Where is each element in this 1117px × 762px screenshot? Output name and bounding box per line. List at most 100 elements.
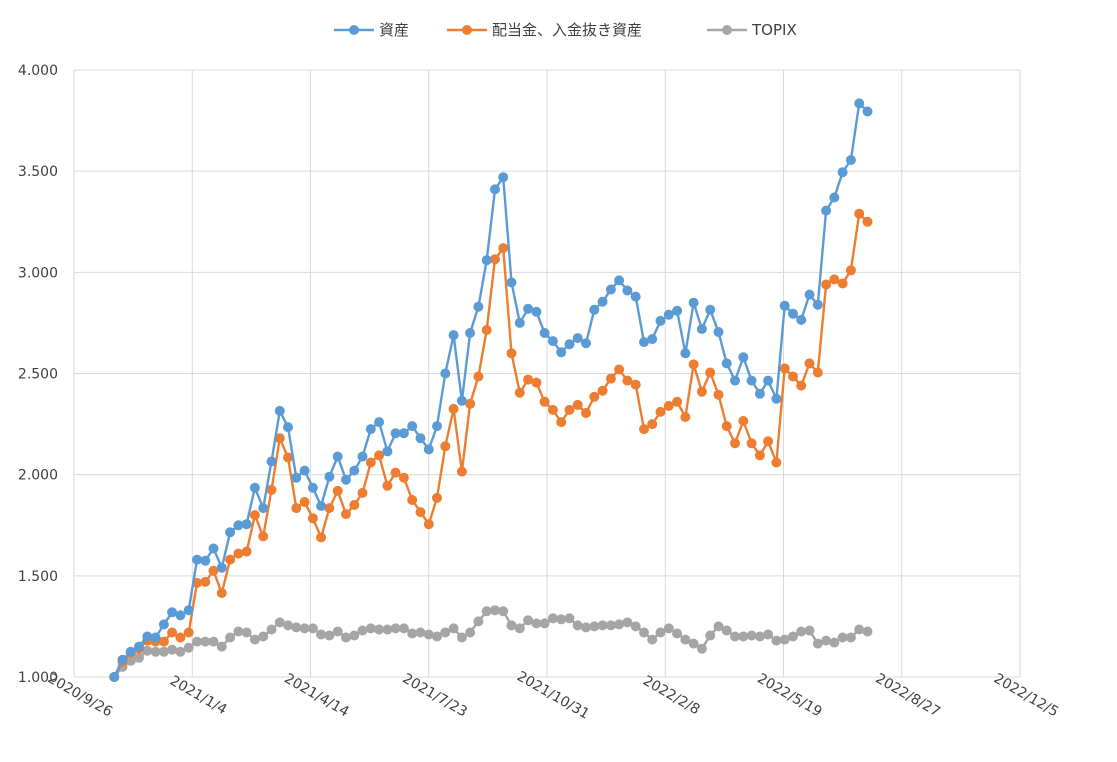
data-point bbox=[324, 503, 335, 514]
data-point bbox=[564, 404, 575, 415]
data-point bbox=[258, 503, 269, 514]
data-point bbox=[523, 615, 534, 626]
x-tick-label: 2022/12/5 bbox=[991, 671, 1061, 721]
data-point bbox=[754, 388, 765, 399]
data-point bbox=[721, 421, 732, 432]
data-point bbox=[539, 396, 550, 407]
data-point bbox=[332, 451, 343, 462]
data-point bbox=[423, 629, 434, 640]
series-2 bbox=[109, 605, 873, 682]
data-point bbox=[680, 634, 691, 645]
data-point bbox=[249, 634, 260, 645]
data-point bbox=[696, 324, 707, 334]
data-point bbox=[630, 621, 641, 632]
data-point bbox=[225, 527, 236, 538]
data-point bbox=[821, 279, 832, 290]
data-point bbox=[332, 485, 343, 496]
legend-entry: 資産 bbox=[334, 21, 409, 39]
data-point bbox=[274, 405, 285, 416]
data-point bbox=[589, 621, 600, 632]
data-point bbox=[696, 643, 707, 654]
data-point bbox=[274, 433, 285, 444]
data-point bbox=[324, 471, 335, 482]
data-point bbox=[357, 625, 368, 636]
data-point bbox=[216, 641, 227, 652]
data-point bbox=[241, 627, 252, 638]
data-point bbox=[804, 625, 815, 636]
data-point bbox=[655, 315, 666, 326]
data-point bbox=[490, 254, 500, 265]
data-point bbox=[374, 417, 385, 428]
data-point bbox=[332, 626, 343, 637]
data-point bbox=[341, 509, 351, 520]
data-point bbox=[183, 605, 194, 616]
data-point bbox=[142, 631, 153, 642]
data-point bbox=[738, 631, 749, 642]
data-point bbox=[523, 303, 534, 314]
data-point bbox=[241, 546, 252, 557]
data-point bbox=[572, 620, 583, 631]
data-point bbox=[150, 646, 161, 657]
data-point bbox=[117, 654, 128, 665]
data-point bbox=[763, 375, 774, 386]
data-point bbox=[498, 606, 509, 617]
data-point bbox=[837, 278, 848, 289]
data-point bbox=[854, 208, 865, 219]
data-point bbox=[506, 277, 517, 288]
y-tick-label: 2.500 bbox=[18, 367, 58, 383]
data-point bbox=[481, 325, 492, 335]
x-tick-label: 2021/4/14 bbox=[281, 671, 351, 721]
data-point bbox=[249, 482, 260, 493]
data-point bbox=[812, 367, 823, 378]
data-point bbox=[183, 627, 194, 638]
y-axis-tick-labels: 1.000 1.500 2.000 2.500 3.000 3.500 4.000 bbox=[18, 63, 58, 686]
data-point bbox=[547, 613, 558, 624]
data-point bbox=[382, 446, 393, 457]
legend-marker bbox=[349, 25, 359, 35]
data-point bbox=[216, 562, 227, 573]
data-point bbox=[390, 623, 401, 634]
data-point bbox=[407, 495, 418, 505]
data-point bbox=[788, 308, 798, 319]
data-point bbox=[183, 642, 194, 653]
y-tick-label: 1.000 bbox=[18, 670, 58, 686]
data-point bbox=[415, 627, 426, 638]
data-point bbox=[771, 635, 782, 646]
data-point bbox=[423, 444, 434, 455]
data-point bbox=[208, 636, 219, 647]
data-point bbox=[225, 632, 236, 643]
data-point bbox=[357, 487, 368, 498]
data-point bbox=[109, 672, 120, 682]
data-point bbox=[547, 336, 558, 347]
data-point bbox=[556, 417, 567, 428]
data-point bbox=[341, 474, 351, 485]
data-point bbox=[812, 638, 823, 649]
data-point bbox=[192, 636, 202, 647]
data-point bbox=[854, 98, 865, 109]
data-point bbox=[514, 387, 525, 398]
data-point bbox=[365, 623, 376, 634]
data-point bbox=[473, 616, 484, 627]
data-point bbox=[663, 309, 674, 320]
data-point bbox=[341, 632, 351, 643]
data-point bbox=[688, 297, 699, 308]
data-point bbox=[448, 623, 459, 634]
data-point bbox=[614, 275, 625, 286]
data-point bbox=[382, 624, 393, 635]
data-point bbox=[258, 631, 269, 642]
y-tick-label: 4.000 bbox=[18, 63, 58, 79]
data-point bbox=[837, 632, 848, 643]
data-point bbox=[771, 457, 782, 468]
data-point bbox=[589, 304, 600, 315]
data-point bbox=[688, 359, 699, 370]
data-point bbox=[299, 497, 310, 507]
data-point bbox=[415, 433, 426, 444]
data-point bbox=[738, 352, 749, 363]
data-point bbox=[158, 636, 169, 647]
data-point bbox=[175, 610, 186, 621]
data-point bbox=[705, 367, 716, 378]
data-point bbox=[473, 371, 484, 382]
data-point bbox=[721, 625, 732, 636]
data-point bbox=[175, 632, 186, 643]
data-point bbox=[498, 172, 509, 183]
